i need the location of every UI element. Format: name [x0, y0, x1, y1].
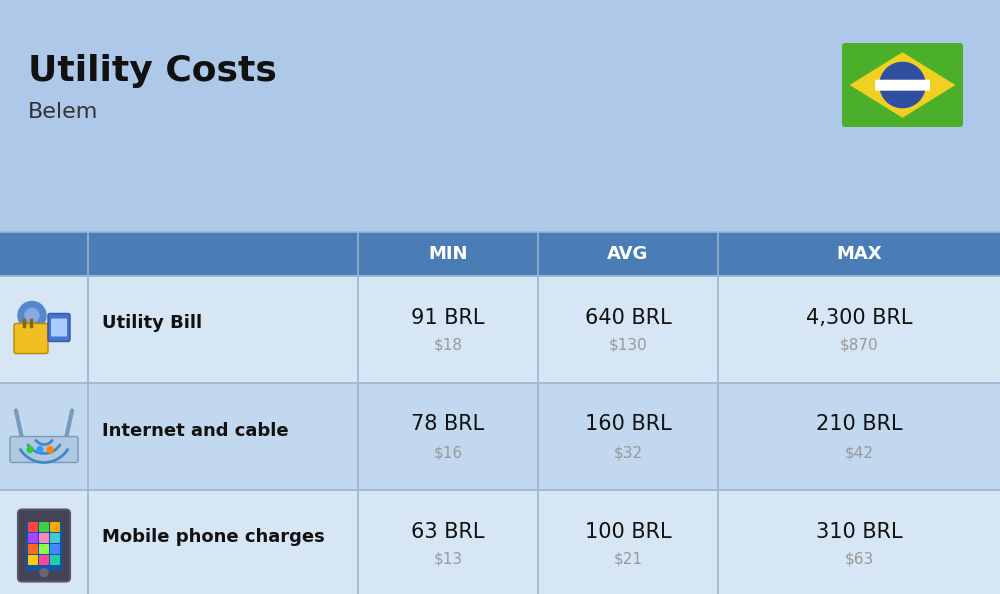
Circle shape [18, 302, 46, 330]
FancyBboxPatch shape [51, 318, 67, 336]
Text: $870: $870 [840, 338, 878, 353]
Bar [0, 232, 1000, 276]
FancyBboxPatch shape [50, 533, 60, 543]
Text: $21: $21 [614, 552, 642, 567]
Text: $63: $63 [844, 552, 874, 567]
Text: $42: $42 [844, 445, 874, 460]
Text: 78 BRL: 78 BRL [411, 415, 485, 434]
Circle shape [40, 568, 48, 577]
FancyBboxPatch shape [28, 555, 38, 565]
Text: 63 BRL: 63 BRL [411, 522, 485, 542]
FancyBboxPatch shape [14, 324, 48, 353]
Text: 100 BRL: 100 BRL [585, 522, 671, 542]
Text: $13: $13 [433, 552, 463, 567]
Text: $32: $32 [613, 445, 643, 460]
FancyBboxPatch shape [875, 80, 930, 91]
Text: MIN: MIN [428, 245, 468, 263]
FancyBboxPatch shape [39, 555, 49, 565]
Text: Utility Bill: Utility Bill [102, 314, 202, 333]
Text: $16: $16 [433, 445, 463, 460]
Circle shape [880, 62, 925, 108]
Text: Belem: Belem [28, 102, 98, 122]
FancyBboxPatch shape [48, 314, 70, 342]
Text: 310 BRL: 310 BRL [816, 522, 902, 542]
FancyBboxPatch shape [50, 555, 60, 565]
Text: Internet and cable: Internet and cable [102, 422, 289, 440]
Text: 91 BRL: 91 BRL [411, 308, 485, 327]
Text: Utility Costs: Utility Costs [28, 54, 277, 88]
Text: $130: $130 [609, 338, 647, 353]
Circle shape [25, 308, 39, 323]
FancyBboxPatch shape [39, 533, 49, 543]
Text: MAX: MAX [836, 245, 882, 263]
FancyBboxPatch shape [18, 510, 70, 582]
Text: 210 BRL: 210 BRL [816, 415, 902, 434]
Text: 4,300 BRL: 4,300 BRL [806, 308, 912, 327]
FancyBboxPatch shape [28, 522, 38, 532]
FancyBboxPatch shape [50, 522, 60, 532]
Circle shape [37, 447, 43, 453]
FancyBboxPatch shape [39, 544, 49, 554]
FancyBboxPatch shape [26, 523, 62, 570]
Circle shape [47, 447, 53, 453]
FancyBboxPatch shape [50, 544, 60, 554]
Text: AVG: AVG [607, 245, 649, 263]
Text: 640 BRL: 640 BRL [585, 308, 671, 327]
Bar [0, 383, 1000, 490]
Text: 160 BRL: 160 BRL [585, 415, 671, 434]
Polygon shape [850, 52, 955, 118]
FancyBboxPatch shape [28, 544, 38, 554]
FancyBboxPatch shape [28, 533, 38, 543]
Text: $18: $18 [434, 338, 462, 353]
FancyBboxPatch shape [10, 437, 78, 463]
Circle shape [27, 447, 33, 453]
Bar [0, 490, 1000, 594]
Bar [0, 276, 1000, 383]
FancyBboxPatch shape [39, 522, 49, 532]
Text: Mobile phone charges: Mobile phone charges [102, 529, 325, 546]
FancyBboxPatch shape [842, 43, 963, 127]
